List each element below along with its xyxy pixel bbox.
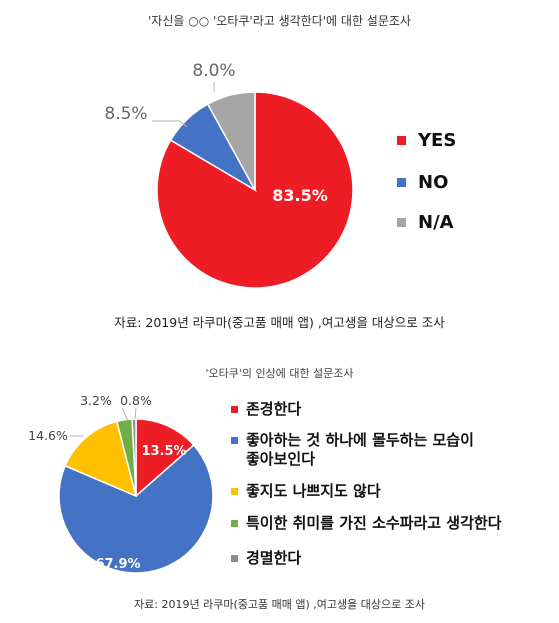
chart2-slice-5: [131, 418, 137, 497]
chart2-data-label-2: 67.9%: [95, 557, 140, 572]
chart2-data-label-4: 3.2%: [80, 393, 112, 408]
chart1-legend-no: NO: [397, 172, 448, 193]
chart2-legend-item: 경멸한다: [231, 549, 301, 568]
chart2-data-label-1: 13.5%: [141, 444, 186, 459]
chart1-legend-yes: YES: [397, 130, 456, 151]
chart1-leader-line-no: [152, 120, 188, 128]
chart1-legend-swatch: [397, 178, 406, 187]
chart2-legend-item: 좋지도 나쁘지도 않다: [231, 482, 381, 501]
chart2-legend-swatch: [231, 555, 238, 562]
chart1-legend-label: N/A: [418, 212, 454, 233]
chart1-data-label-yes: 83.5%: [272, 186, 328, 205]
chart2-legend-label-line: 좋아보인다: [246, 450, 316, 468]
chart2-legend-swatch: [231, 406, 238, 413]
chart2-legend-swatch: [231, 488, 238, 495]
chart2-data-label-3: 14.6%: [28, 428, 68, 443]
chart2-leader-line-5: [134, 407, 137, 420]
chart1-legend-label: NO: [418, 172, 449, 193]
chart2-legend-label: 존경한다: [246, 400, 302, 418]
chart1-data-label-na: 8.0%: [192, 61, 235, 81]
chart2-slice-3: [64, 420, 138, 498]
chart2-legend-swatch: [231, 520, 238, 527]
chart2-legend-swatch: [231, 437, 238, 444]
chart2-leader-line-4: [121, 407, 129, 422]
chart2-legend-item: 특이한 취미를 가진 소수파라고 생각한다: [231, 514, 502, 533]
chart2-legend-label: 좋지도 나쁘지도 않다: [246, 482, 381, 500]
chart2-data-label-5: 0.8%: [120, 393, 152, 408]
chart1-slice-na: [206, 91, 256, 191]
chart1-legend-swatch: [397, 218, 406, 227]
chart2-legend-label-line: 좋아하는 것 하나에 몰두하는 모습이: [246, 431, 474, 449]
chart2-title: '오타쿠'의 인상에 대한 설문조사: [205, 367, 354, 380]
chart2-legend-item: 좋아하는 것 하나에 몰두하는 모습이 좋아보인다: [231, 431, 474, 469]
chart1-legend-swatch: [397, 136, 406, 145]
chart2-source: 자료: 2019년 라쿠마(중고품 매매 앱) ,여고생을 대상으로 조사: [134, 598, 425, 611]
chart2-legend-label: 특이한 취미를 가진 소수파라고 생각한다: [246, 514, 502, 532]
chart2-slice-1: [135, 418, 195, 498]
chart1-data-label-no: 8.5%: [104, 104, 147, 124]
chart1-source: 자료: 2019년 라쿠마(중고품 매매 앱) ,여고생을 대상으로 조사: [114, 315, 445, 330]
chart1-legend-label: YES: [418, 130, 457, 151]
chart2-legend-item: 존경한다: [231, 400, 301, 419]
chart2-legend-label-wrap: 좋아하는 것 하나에 몰두하는 모습이 좋아보인다: [246, 431, 474, 469]
chart1-title: '자신을 ○○ '오타쿠'라고 생각한다'에 대한 설문조사: [148, 14, 411, 28]
chart1-legend-na: N/A: [397, 212, 454, 233]
chart2-slice-2: [58, 444, 214, 574]
chart2-legend-label: 경멸한다: [246, 549, 302, 567]
